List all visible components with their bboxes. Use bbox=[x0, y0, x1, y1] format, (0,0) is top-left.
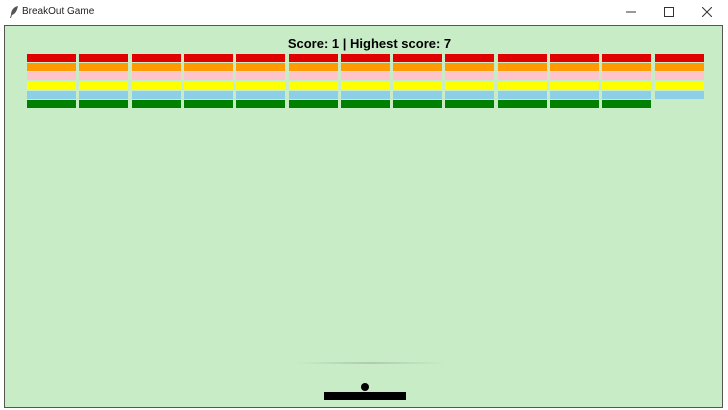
brick bbox=[445, 63, 495, 72]
brick bbox=[183, 100, 233, 108]
brick bbox=[602, 100, 652, 108]
brick bbox=[288, 90, 338, 99]
score-display: Score: 1 | Highest score: 7 bbox=[287, 36, 452, 51]
brick bbox=[27, 90, 76, 99]
brick bbox=[654, 90, 704, 99]
brick bbox=[131, 90, 181, 99]
brick bbox=[27, 54, 76, 62]
maximize-button[interactable] bbox=[650, 0, 688, 24]
brick bbox=[497, 81, 547, 90]
game-canvas[interactable]: Score: 1 | Highest score: 7 bbox=[4, 25, 723, 408]
brick bbox=[497, 54, 547, 62]
brick bbox=[131, 72, 181, 81]
brick bbox=[183, 63, 233, 72]
maximize-icon bbox=[664, 7, 674, 17]
brick bbox=[340, 63, 390, 72]
brick bbox=[131, 54, 181, 62]
brick bbox=[79, 54, 129, 62]
ball-trail bbox=[295, 362, 445, 364]
brick bbox=[602, 63, 652, 72]
brick bbox=[340, 90, 390, 99]
brick bbox=[288, 54, 338, 62]
brick bbox=[79, 90, 129, 99]
brick bbox=[550, 81, 599, 90]
brick bbox=[79, 72, 129, 81]
brick bbox=[131, 100, 181, 108]
brick bbox=[550, 63, 599, 72]
brick bbox=[393, 54, 443, 62]
brick bbox=[27, 81, 76, 90]
brick bbox=[393, 81, 443, 90]
brick bbox=[27, 72, 76, 81]
brick bbox=[183, 90, 233, 99]
brick bbox=[236, 54, 286, 62]
brick bbox=[236, 100, 286, 108]
brick bbox=[445, 81, 495, 90]
brick bbox=[236, 72, 286, 81]
brick bbox=[236, 90, 286, 99]
brick bbox=[340, 100, 390, 108]
brick bbox=[131, 63, 181, 72]
brick bbox=[131, 81, 181, 90]
brick bbox=[79, 63, 129, 72]
brick bbox=[602, 54, 652, 62]
brick bbox=[288, 63, 338, 72]
brick bbox=[183, 54, 233, 62]
ball bbox=[361, 383, 369, 391]
brick bbox=[550, 72, 599, 81]
brick bbox=[654, 81, 704, 90]
brick bbox=[288, 81, 338, 90]
brick bbox=[340, 81, 390, 90]
brick bbox=[288, 72, 338, 81]
brick bbox=[393, 90, 443, 99]
title-bar[interactable]: BreakOut Game bbox=[0, 0, 728, 24]
brick bbox=[183, 81, 233, 90]
brick bbox=[393, 100, 443, 108]
brick bbox=[445, 100, 495, 108]
brick bbox=[393, 72, 443, 81]
brick bbox=[654, 72, 704, 81]
brick bbox=[27, 100, 76, 108]
brick bbox=[236, 63, 286, 72]
brick bbox=[602, 81, 652, 90]
brick bbox=[27, 63, 76, 72]
brick bbox=[602, 72, 652, 81]
brick bbox=[550, 90, 599, 99]
brick bbox=[445, 72, 495, 81]
brick bbox=[497, 72, 547, 81]
brick bbox=[340, 54, 390, 62]
brick bbox=[445, 54, 495, 62]
brick bbox=[654, 63, 704, 72]
brick bbox=[654, 54, 704, 62]
brick bbox=[183, 72, 233, 81]
brick bbox=[497, 90, 547, 99]
brick bbox=[497, 100, 547, 108]
brick bbox=[79, 81, 129, 90]
brick bbox=[497, 63, 547, 72]
brick bbox=[79, 100, 129, 108]
minimize-button[interactable] bbox=[612, 0, 650, 24]
brick bbox=[236, 81, 286, 90]
brick bbox=[550, 100, 599, 108]
window-title: BreakOut Game bbox=[22, 6, 95, 17]
close-button[interactable] bbox=[688, 0, 726, 24]
brick bbox=[340, 72, 390, 81]
minimize-icon bbox=[626, 11, 636, 13]
brick bbox=[602, 90, 652, 99]
close-icon bbox=[702, 7, 712, 17]
paddle[interactable] bbox=[324, 392, 406, 400]
brick bbox=[288, 100, 338, 108]
feather-icon bbox=[10, 6, 18, 18]
brick bbox=[550, 54, 599, 62]
brick bbox=[393, 63, 443, 72]
brick bbox=[445, 90, 495, 99]
